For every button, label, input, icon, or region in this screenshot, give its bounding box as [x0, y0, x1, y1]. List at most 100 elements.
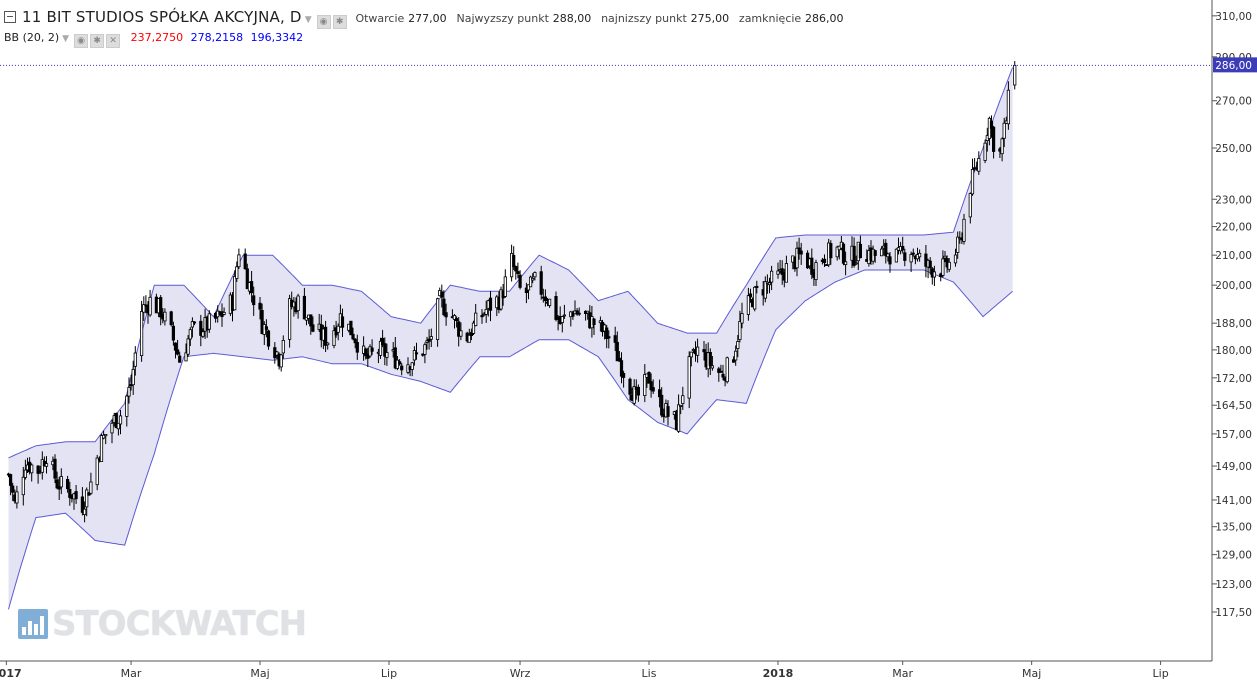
y-axis[interactable]: 310,00290,00270,00250,00230,00220,00210,… [1212, 11, 1252, 619]
candle-body [605, 327, 609, 339]
chevron-down-icon[interactable]: ▼ [62, 34, 70, 44]
candle-body [393, 347, 397, 369]
candle-body [615, 341, 619, 362]
candle [68, 481, 72, 506]
candle [116, 422, 120, 436]
candle [459, 322, 463, 341]
candle-body [666, 406, 670, 417]
candle-body [266, 330, 271, 347]
candle-body [332, 330, 336, 347]
candle [469, 328, 474, 341]
candle [1000, 137, 1004, 162]
candle-body [953, 254, 958, 264]
collapse-icon[interactable] [4, 11, 16, 23]
candle [397, 359, 402, 366]
candle-body [748, 293, 753, 298]
candle [233, 270, 237, 311]
bb-basis-value: 196,3342 [250, 31, 304, 44]
candle-body [471, 322, 476, 334]
candle-body [738, 320, 742, 340]
gear-icon[interactable]: ✱ [332, 15, 347, 29]
candle [888, 252, 892, 273]
candle [983, 139, 987, 164]
candle [429, 328, 433, 347]
candle [222, 307, 226, 316]
candle [457, 317, 461, 347]
candle [748, 288, 753, 303]
candle-body [687, 356, 691, 399]
candle-body [8, 474, 13, 486]
candle [810, 248, 814, 280]
candle [326, 342, 330, 350]
candle-body [632, 386, 636, 404]
y-tick-label: 172,00 [1215, 373, 1252, 385]
candle-body [841, 243, 846, 264]
candle-body [575, 310, 579, 315]
eye-icon[interactable]: ◉ [74, 34, 89, 48]
candle-body [118, 415, 123, 425]
y-tick-label: 141,00 [1215, 495, 1252, 507]
close-icon[interactable]: ✕ [106, 34, 121, 48]
y-tick-label: 230,00 [1215, 194, 1252, 206]
candle [886, 252, 890, 262]
candle-body [102, 434, 106, 439]
candle [753, 286, 757, 312]
candle-body [956, 236, 960, 253]
candle-body [989, 120, 994, 130]
candle-body [983, 142, 987, 161]
candle [279, 353, 283, 372]
candle-body [873, 250, 877, 256]
candle [928, 257, 932, 275]
candle-body [287, 298, 292, 340]
candle-body [767, 282, 772, 286]
candle-body [243, 253, 247, 270]
candle [184, 343, 188, 362]
candle-body [192, 321, 197, 324]
candle [947, 258, 951, 273]
candle [175, 339, 180, 356]
candle [518, 270, 522, 290]
candle-body [628, 378, 632, 395]
candle-body [888, 256, 892, 265]
candle [613, 326, 617, 351]
last-price-box [1213, 57, 1257, 73]
candle-body [717, 368, 721, 373]
candle [129, 374, 133, 391]
candle-body [518, 274, 522, 288]
candle [15, 485, 19, 509]
chevron-down-icon[interactable]: ▼ [304, 15, 312, 25]
candle [615, 331, 619, 362]
gear-icon[interactable]: ✱ [90, 34, 105, 48]
candle [784, 255, 789, 283]
candle [799, 242, 803, 265]
indicator-name[interactable]: BB (20, 2) [4, 31, 60, 44]
candle [632, 379, 636, 406]
candle [968, 192, 972, 224]
eye-icon[interactable]: ◉ [316, 15, 331, 29]
candle [911, 248, 915, 257]
candle [598, 316, 603, 332]
candle-body [795, 247, 799, 269]
x-axis[interactable]: 2017 Mar Maj Lip Wrz Lis 2018 Mar Maj Lip [0, 661, 1169, 680]
candle-body [577, 312, 581, 315]
candle [87, 492, 91, 496]
candle-body [349, 320, 353, 336]
candle [144, 295, 148, 314]
candle-body [410, 362, 414, 370]
candle [647, 371, 651, 384]
candle-body [57, 485, 61, 490]
candle-body [414, 352, 419, 355]
last-price-label: 286,00 [1215, 60, 1252, 72]
candle [201, 328, 205, 339]
candle-body [649, 381, 653, 391]
candle-body [116, 422, 120, 430]
candle-body [886, 253, 890, 258]
candle-body [516, 271, 520, 275]
candle-body [689, 351, 693, 358]
candle-body [171, 325, 175, 341]
candle [619, 352, 624, 384]
candle [80, 487, 84, 516]
candle-body [385, 352, 389, 358]
symbol-title[interactable]: 11 BIT STUDIOS SPÓŁKA AKCYJNA, D [22, 8, 302, 26]
